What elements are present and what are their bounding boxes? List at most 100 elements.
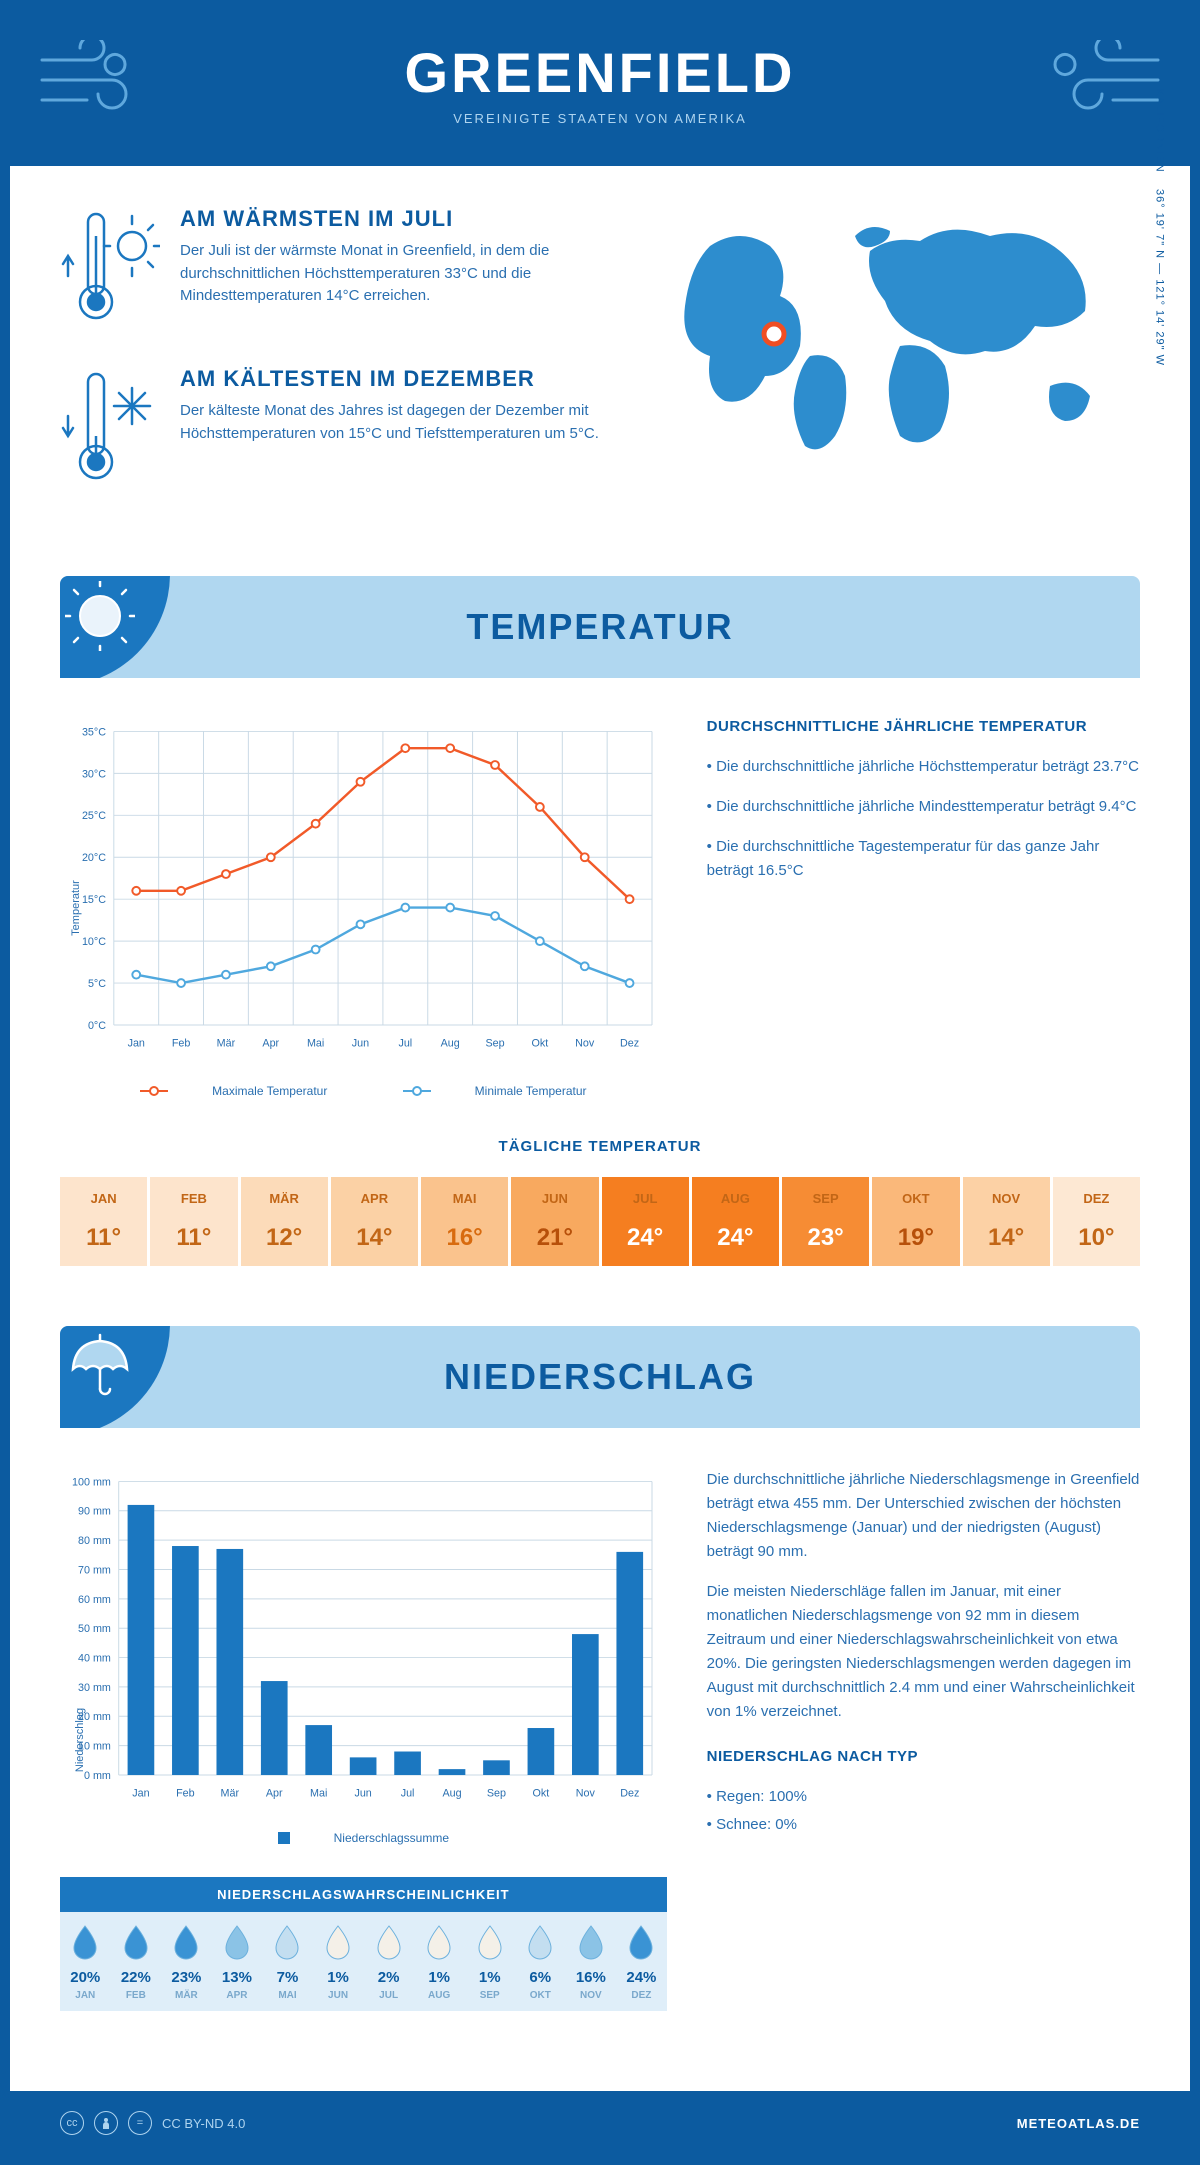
chart-legend: Niederschlagssumme — [60, 1831, 667, 1847]
svg-text:Dez: Dez — [620, 1788, 639, 1800]
umbrella-icon — [60, 1326, 170, 1428]
svg-text:40 mm: 40 mm — [78, 1652, 111, 1664]
page-title: GREENFIELD — [60, 40, 1140, 105]
footer: cc = CC BY-ND 4.0 METEOATLAS.DE — [10, 2091, 1190, 2155]
daily-cell: APR 14° — [331, 1177, 418, 1266]
svg-text:Apr: Apr — [266, 1788, 283, 1800]
temp-bullet: • Die durchschnittliche jährliche Mindes… — [707, 795, 1140, 819]
thermometer-hot-icon — [60, 206, 160, 331]
svg-text:5°C: 5°C — [88, 978, 106, 990]
daily-cell: MÄR 12° — [241, 1177, 328, 1266]
prob-cell: 24% DEZ — [616, 1912, 667, 2011]
warmest-fact: AM WÄRMSTEN IM JULI Der Juli ist der wär… — [60, 206, 610, 331]
site-name: METEOATLAS.DE — [1017, 2116, 1140, 2131]
temp-text-heading: DURCHSCHNITTLICHE JÄHRLICHE TEMPERATUR — [707, 718, 1140, 735]
daily-cell: JUN 21° — [511, 1177, 598, 1266]
svg-text:Okt: Okt — [532, 1038, 549, 1050]
svg-text:0 mm: 0 mm — [84, 1770, 111, 1782]
prob-cell: 23% MÄR — [161, 1912, 212, 2011]
precip-type-heading: NIEDERSCHLAG NACH TYP — [707, 1748, 1140, 1765]
temp-bullet: • Die durchschnittliche jährliche Höchst… — [707, 755, 1140, 779]
coldest-fact: AM KÄLTESTEN IM DEZEMBER Der kälteste Mo… — [60, 366, 610, 491]
svg-text:15°C: 15°C — [82, 894, 106, 906]
temperature-heading: TEMPERATUR — [90, 606, 1110, 648]
coldest-text: Der kälteste Monat des Jahres ist dagege… — [180, 400, 610, 445]
precip-paragraph: Die meisten Niederschläge fallen im Janu… — [707, 1580, 1140, 1724]
svg-text:Jan: Jan — [132, 1788, 149, 1800]
svg-text:80 mm: 80 mm — [78, 1535, 111, 1547]
nd-icon: = — [128, 2111, 152, 2135]
daily-cell: DEZ 10° — [1053, 1177, 1140, 1266]
prob-cell: 1% SEP — [464, 1912, 515, 2011]
daily-cell: SEP 23° — [782, 1177, 869, 1266]
sun-icon — [60, 576, 170, 678]
svg-text:Mär: Mär — [221, 1788, 240, 1800]
daily-cell: MAI 16° — [421, 1177, 508, 1266]
warmest-text: Der Juli ist der wärmste Monat in Greenf… — [180, 240, 610, 308]
svg-text:50 mm: 50 mm — [78, 1623, 111, 1635]
svg-text:25°C: 25°C — [82, 810, 106, 822]
wind-icon — [40, 40, 150, 125]
prob-cell: 20% JAN — [60, 1912, 111, 2011]
svg-text:Sep: Sep — [485, 1038, 504, 1050]
svg-text:Jun: Jun — [352, 1038, 369, 1050]
prob-cell: 2% JUL — [363, 1912, 414, 2011]
wind-icon — [1050, 40, 1160, 125]
svg-text:Okt: Okt — [533, 1788, 550, 1800]
svg-text:Mai: Mai — [307, 1038, 324, 1050]
svg-text:Feb: Feb — [172, 1038, 191, 1050]
daily-cell: JUL 24° — [602, 1177, 689, 1266]
svg-text:Nov: Nov — [575, 1038, 595, 1050]
svg-text:Nov: Nov — [576, 1788, 596, 1800]
precip-heading: NIEDERSCHLAG — [90, 1356, 1110, 1398]
svg-text:0°C: 0°C — [88, 1020, 106, 1032]
precip-type: • Schnee: 0% — [707, 1813, 1140, 1837]
temperature-section-header: TEMPERATUR — [60, 576, 1140, 678]
svg-text:60 mm: 60 mm — [78, 1594, 111, 1606]
prob-cell: 1% AUG — [414, 1912, 465, 2011]
svg-text:20°C: 20°C — [82, 852, 106, 864]
prob-cell: 7% MAI — [262, 1912, 313, 2011]
svg-text:Dez: Dez — [620, 1038, 639, 1050]
svg-text:Mär: Mär — [217, 1038, 236, 1050]
prob-cell: 13% APR — [212, 1912, 263, 2011]
svg-text:30 mm: 30 mm — [78, 1682, 111, 1694]
precip-type: • Regen: 100% — [707, 1785, 1140, 1809]
prob-cell: 16% NOV — [566, 1912, 617, 2011]
temperature-chart: Temperatur 0°C5°C10°C15°C20°C25°C30°C35°… — [60, 718, 667, 1098]
coldest-title: AM KÄLTESTEN IM DEZEMBER — [180, 366, 610, 392]
svg-text:35°C: 35°C — [82, 726, 106, 738]
daily-cell: AUG 24° — [692, 1177, 779, 1266]
daily-cell: JAN 11° — [60, 1177, 147, 1266]
by-icon — [94, 2111, 118, 2135]
daily-cell: FEB 11° — [150, 1177, 237, 1266]
header: GREENFIELD VEREINIGTE STAATEN VON AMERIK… — [10, 10, 1190, 166]
svg-text:Apr: Apr — [262, 1038, 279, 1050]
coordinates: KALIFORNIEN 36° 19' 7" N — 121° 14' 29" … — [1154, 88, 1166, 366]
svg-text:100 mm: 100 mm — [72, 1476, 111, 1488]
svg-text:90 mm: 90 mm — [78, 1506, 111, 1518]
page-subtitle: VEREINIGTE STAATEN VON AMERIKA — [60, 111, 1140, 126]
svg-text:Mai: Mai — [310, 1788, 327, 1800]
precip-chart: Niederschlag 0 mm10 mm20 mm30 mm40 mm50 … — [60, 1468, 667, 2011]
svg-text:Jul: Jul — [401, 1788, 415, 1800]
svg-text:Sep: Sep — [487, 1788, 506, 1800]
thermometer-cold-icon — [60, 366, 160, 491]
warmest-title: AM WÄRMSTEN IM JULI — [180, 206, 610, 232]
daily-cell: NOV 14° — [963, 1177, 1050, 1266]
svg-text:Aug: Aug — [442, 1788, 461, 1800]
prob-cell: 1% JUN — [313, 1912, 364, 2011]
daily-cell: OKT 19° — [872, 1177, 959, 1266]
world-map — [640, 206, 1140, 466]
svg-text:Feb: Feb — [176, 1788, 195, 1800]
chart-legend: Maximale Temperatur Minimale Temperatur — [60, 1081, 667, 1098]
svg-text:Jan: Jan — [128, 1038, 145, 1050]
precip-probability: NIEDERSCHLAGSWAHRSCHEINLICHKEIT 20% JAN … — [60, 1877, 667, 2011]
precip-section-header: NIEDERSCHLAG — [60, 1326, 1140, 1428]
svg-text:30°C: 30°C — [82, 768, 106, 780]
precip-paragraph: Die durchschnittliche jährliche Niedersc… — [707, 1468, 1140, 1564]
temp-bullet: • Die durchschnittliche Tagestemperatur … — [707, 835, 1140, 883]
daily-temp-grid: JAN 11° FEB 11° MÄR 12° APR 14° MAI 16° … — [60, 1177, 1140, 1266]
prob-cell: 22% FEB — [111, 1912, 162, 2011]
cc-icon: cc — [60, 2111, 84, 2135]
